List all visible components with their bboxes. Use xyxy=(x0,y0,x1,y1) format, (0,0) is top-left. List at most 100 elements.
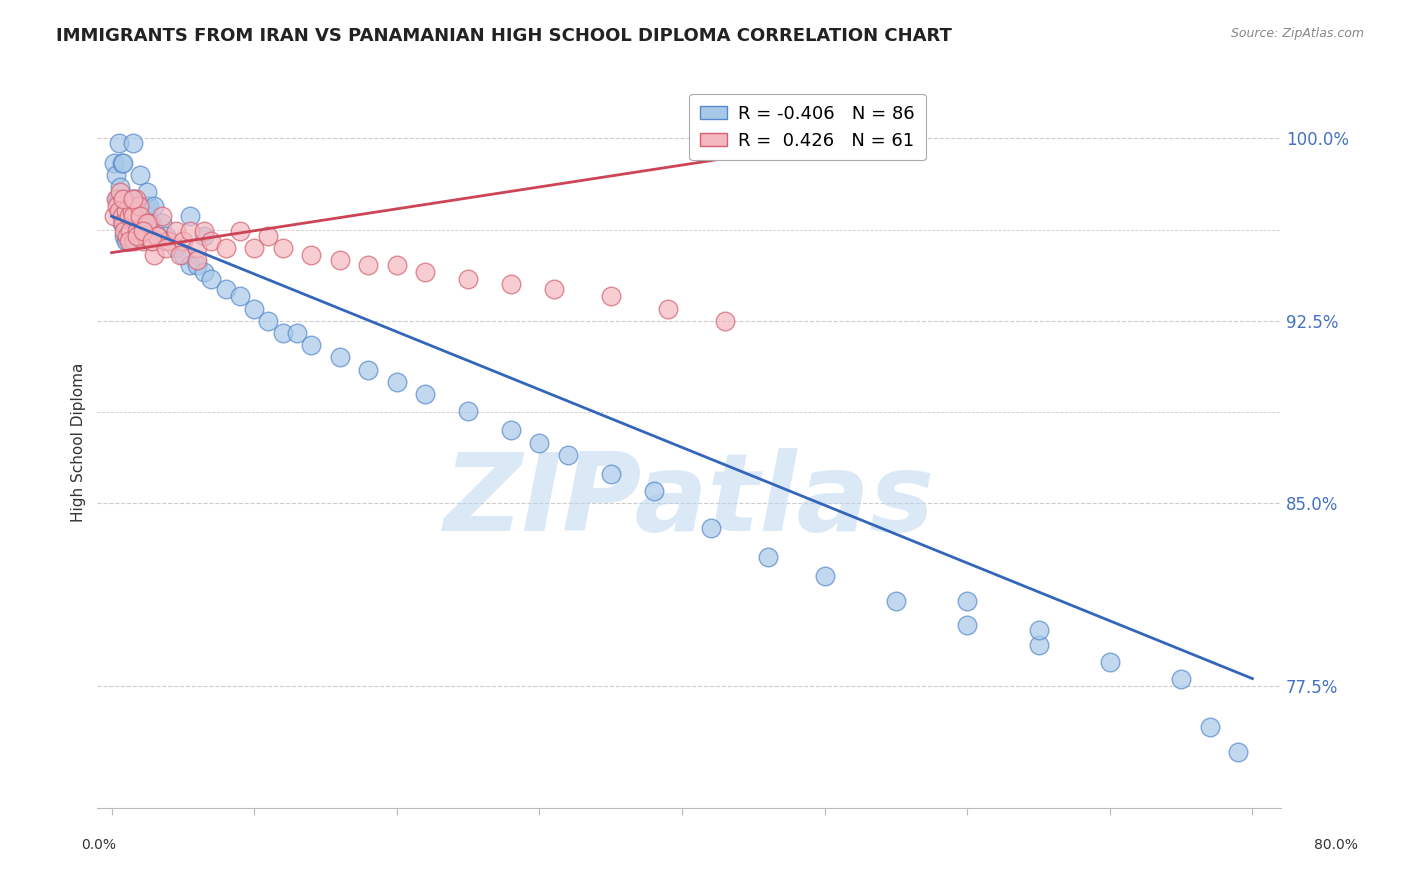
Point xyxy=(814,569,837,583)
Point xyxy=(155,241,177,255)
Point xyxy=(169,248,191,262)
Point xyxy=(114,228,136,243)
Point xyxy=(884,593,907,607)
Point xyxy=(115,234,138,248)
Point xyxy=(165,241,187,255)
Point xyxy=(110,209,132,223)
Point xyxy=(146,228,169,243)
Y-axis label: High School Diploma: High School Diploma xyxy=(72,363,86,522)
Point xyxy=(141,234,163,248)
Point xyxy=(125,204,148,219)
Point xyxy=(557,448,579,462)
Point xyxy=(136,217,159,231)
Point xyxy=(135,199,157,213)
Point xyxy=(157,234,180,248)
Point xyxy=(385,258,408,272)
Point xyxy=(132,217,155,231)
Point xyxy=(172,248,194,262)
Point xyxy=(215,241,238,255)
Point xyxy=(229,289,252,303)
Point xyxy=(143,248,166,262)
Point xyxy=(357,258,380,272)
Point xyxy=(129,209,152,223)
Point xyxy=(138,217,160,231)
Point xyxy=(243,241,266,255)
Point xyxy=(121,192,143,206)
Point xyxy=(136,209,159,223)
Point xyxy=(122,224,145,238)
Point xyxy=(257,314,280,328)
Point xyxy=(193,224,215,238)
Point xyxy=(104,192,127,206)
Point xyxy=(1098,655,1121,669)
Point xyxy=(111,217,134,231)
Point xyxy=(107,136,129,150)
Point xyxy=(115,204,138,219)
Point xyxy=(415,387,437,401)
Text: Source: ZipAtlas.com: Source: ZipAtlas.com xyxy=(1230,27,1364,40)
Point xyxy=(135,228,157,243)
Point xyxy=(285,326,308,340)
Point xyxy=(120,224,142,238)
Point xyxy=(108,180,131,194)
Point xyxy=(121,204,143,219)
Point xyxy=(186,258,208,272)
Point xyxy=(271,241,294,255)
Point xyxy=(141,217,163,231)
Point xyxy=(128,199,150,213)
Point xyxy=(122,192,145,206)
Point xyxy=(329,351,352,365)
Text: 80.0%: 80.0% xyxy=(1313,838,1358,853)
Text: ZIPatlas: ZIPatlas xyxy=(443,448,935,554)
Point xyxy=(104,168,127,182)
Point xyxy=(117,209,139,223)
Point xyxy=(150,217,173,231)
Point xyxy=(146,228,169,243)
Point xyxy=(141,234,163,248)
Point xyxy=(157,234,180,248)
Point xyxy=(229,224,252,238)
Point xyxy=(115,217,138,231)
Point xyxy=(200,272,222,286)
Point xyxy=(114,209,136,223)
Point xyxy=(599,467,621,482)
Point xyxy=(1028,623,1050,637)
Point xyxy=(138,199,160,213)
Point xyxy=(165,224,187,238)
Point xyxy=(457,272,479,286)
Point xyxy=(132,224,155,238)
Point xyxy=(122,136,145,150)
Point xyxy=(179,224,201,238)
Point xyxy=(108,185,131,199)
Point xyxy=(956,618,979,632)
Point xyxy=(103,155,125,169)
Point xyxy=(956,593,979,607)
Point xyxy=(103,209,125,223)
Point xyxy=(110,217,132,231)
Point xyxy=(118,192,141,206)
Point xyxy=(127,224,149,238)
Point xyxy=(1227,745,1250,759)
Point xyxy=(118,204,141,219)
Point xyxy=(299,338,322,352)
Point xyxy=(111,155,134,169)
Point xyxy=(756,549,779,564)
Point xyxy=(299,248,322,262)
Text: 0.0%: 0.0% xyxy=(82,838,115,853)
Point xyxy=(146,228,169,243)
Point xyxy=(271,326,294,340)
Point xyxy=(121,209,143,223)
Point xyxy=(499,423,522,437)
Point xyxy=(129,168,152,182)
Point xyxy=(179,258,201,272)
Point xyxy=(122,209,145,223)
Point xyxy=(457,404,479,418)
Point xyxy=(120,209,142,223)
Point xyxy=(136,185,159,199)
Point xyxy=(111,204,134,219)
Point xyxy=(155,234,177,248)
Point xyxy=(186,241,208,255)
Point xyxy=(108,204,131,219)
Point xyxy=(357,362,380,376)
Point xyxy=(329,252,352,267)
